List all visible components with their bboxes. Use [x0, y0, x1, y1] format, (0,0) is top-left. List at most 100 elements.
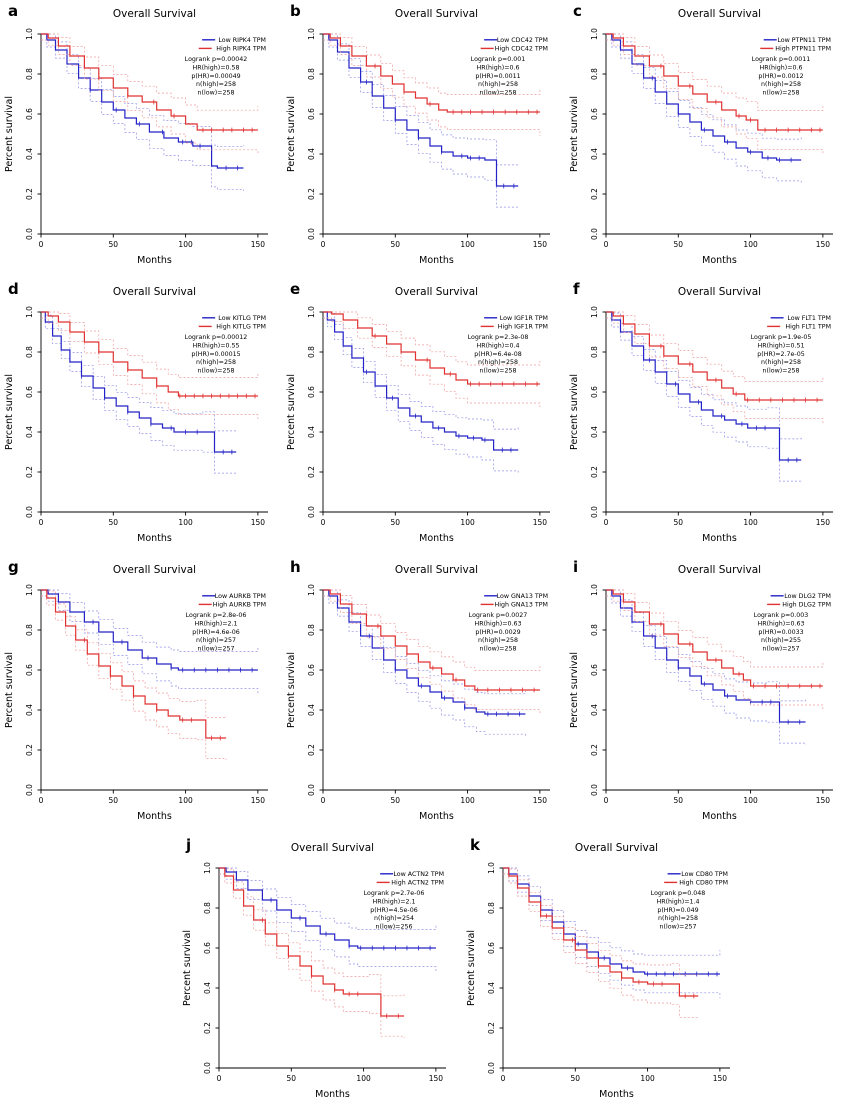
y-tick-label: 1.0 — [590, 584, 599, 596]
y-tick-label: 0.0 — [590, 506, 599, 518]
low-km-curve — [606, 589, 806, 723]
panel-letter-g: g — [8, 558, 19, 576]
y-axis-label: Percent survival — [286, 96, 297, 172]
y-tick-label: 0.8 — [307, 624, 316, 636]
y-tick-label: 0.8 — [487, 902, 496, 914]
stat-line: n(low)=258 — [198, 90, 235, 97]
y-tick-label: 0.0 — [203, 1062, 212, 1074]
low-ci-curve — [41, 33, 244, 148]
y-tick-label: 0.0 — [307, 784, 316, 796]
legend-label-high: High ACTN2 TPM — [391, 880, 444, 887]
x-tick-label: 0 — [604, 796, 609, 805]
stat-line: Logrank p=2.7e-06 — [364, 890, 425, 897]
y-tick-label: 0.6 — [307, 108, 316, 120]
plot-title: Overall Survival — [113, 564, 196, 576]
y-axis-label: Percent survival — [182, 930, 193, 1006]
x-tick-label: 150 — [533, 796, 548, 805]
high-km-curve — [41, 589, 227, 739]
low-ci-curve — [41, 595, 259, 694]
y-axis-label: Percent survival — [569, 374, 580, 450]
x-axis-label: Months — [702, 533, 737, 544]
y-axis-label: Percent survival — [4, 96, 15, 172]
km-panel-a: a Overall Survival Months Percent survival 0… — [0, 0, 282, 278]
stat-line: p(HR)=0.0012 — [758, 73, 803, 80]
x-tick-label: 50 — [109, 240, 119, 249]
stat-line: n(low)=258 — [480, 646, 517, 653]
x-tick-label: 100 — [178, 240, 193, 249]
stat-line: n(high)=258 — [196, 359, 236, 366]
plot-title: Overall Survival — [395, 8, 478, 20]
legend-label-low: Low CD80 TPM — [681, 871, 728, 878]
x-tick-label: 150 — [429, 1074, 444, 1083]
km-panel-e: e Overall Survival Months Percent survival 0… — [282, 278, 564, 556]
stat-line: p(HR)=0.0029 — [475, 629, 520, 636]
km-plot-IGF1R: Overall Survival Months Percent survival 0 5… — [286, 286, 550, 544]
stat-line: n(high)=258 — [196, 81, 236, 88]
high-ci-curve — [606, 33, 824, 111]
km-panel-f: f Overall Survival Months Percent survival 0… — [565, 278, 847, 556]
stat-line: n(high)=258 — [478, 637, 518, 644]
y-tick-label: 0.4 — [590, 426, 599, 438]
x-tick-label: 50 — [674, 518, 684, 527]
y-tick-label: 0.6 — [203, 942, 212, 954]
panel-letter-j: j — [186, 836, 192, 854]
high-ci-curve — [41, 33, 259, 111]
y-tick-label: 0.4 — [25, 704, 34, 716]
y-tick-label: 0.8 — [590, 68, 599, 80]
stat-line: HR(high)=0.51 — [757, 342, 804, 349]
km-panel-j: j Overall Survival Months Percent survival 0… — [178, 834, 460, 1111]
y-tick-label: 0.8 — [203, 902, 212, 914]
plot-title: Overall Survival — [678, 8, 761, 20]
stat-line: HR(high)=0.63 — [474, 620, 521, 627]
y-tick-label: 0.2 — [307, 466, 316, 478]
y-tick-label: 0.8 — [25, 68, 34, 80]
y-tick-label: 1.0 — [307, 584, 316, 596]
stat-line: Logrank p=0.048 — [651, 890, 706, 897]
km-panel-g: g Overall Survival Months Percent survival 0… — [0, 556, 282, 834]
y-tick-label: 1.0 — [590, 306, 599, 318]
y-tick-label: 0.0 — [307, 228, 316, 240]
legend-label-low: Low GNA13 TPM — [497, 593, 548, 600]
y-tick-label: 0.8 — [307, 346, 316, 358]
x-tick-label: 100 — [460, 518, 475, 527]
x-tick-label: 150 — [713, 1074, 728, 1083]
y-axis-label: Percent survival — [286, 374, 297, 450]
x-tick-label: 0 — [321, 518, 326, 527]
y-tick-label: 0.2 — [307, 744, 316, 756]
plot-title: Overall Survival — [113, 8, 196, 20]
x-axis-label: Months — [419, 811, 454, 822]
x-tick-label: 0 — [39, 796, 44, 805]
high-ci-curve — [41, 39, 259, 154]
low-ci-curve — [323, 39, 519, 209]
x-tick-label: 0 — [39, 240, 44, 249]
stat-line: n(low)=257 — [763, 646, 800, 653]
x-tick-label: 150 — [251, 796, 266, 805]
stat-line: n(high)=258 — [658, 915, 698, 922]
low-ci-curve — [323, 317, 519, 473]
x-tick-label: 0 — [39, 518, 44, 527]
legend-label-high: High CD80 TPM — [679, 880, 728, 887]
km-panel-h: h Overall Survival Months Percent survival 0… — [282, 556, 564, 834]
low-ci-curve — [503, 867, 721, 956]
stat-line: Logrank p=2.8e-06 — [186, 612, 247, 619]
legend-label-high: High GNA13 TPM — [495, 602, 548, 609]
km-plot-CD80: Overall Survival Months Percent survival 0 5… — [466, 842, 730, 1100]
y-tick-label: 0.4 — [590, 704, 599, 716]
x-tick-label: 100 — [178, 796, 193, 805]
x-tick-label: 100 — [743, 240, 758, 249]
stat-line: n(high)=258 — [478, 81, 518, 88]
y-tick-label: 0.6 — [590, 664, 599, 676]
high-km-curve — [606, 311, 823, 401]
high-km-curve — [606, 33, 823, 131]
x-tick-label: 150 — [816, 796, 831, 805]
y-tick-label: 1.0 — [25, 584, 34, 596]
y-axis-label: Percent survival — [4, 374, 15, 450]
km-panel-d: d Overall Survival Months Percent survival 0… — [0, 278, 282, 556]
high-ci-curve — [606, 311, 824, 382]
x-axis-label: Months — [419, 533, 454, 544]
x-tick-label: 50 — [391, 796, 401, 805]
legend-label-high: High RIPK4 TPM — [216, 46, 266, 53]
x-axis-label: Months — [419, 255, 454, 266]
high-ci-curve — [606, 39, 824, 154]
y-axis-label: Percent survival — [286, 652, 297, 728]
